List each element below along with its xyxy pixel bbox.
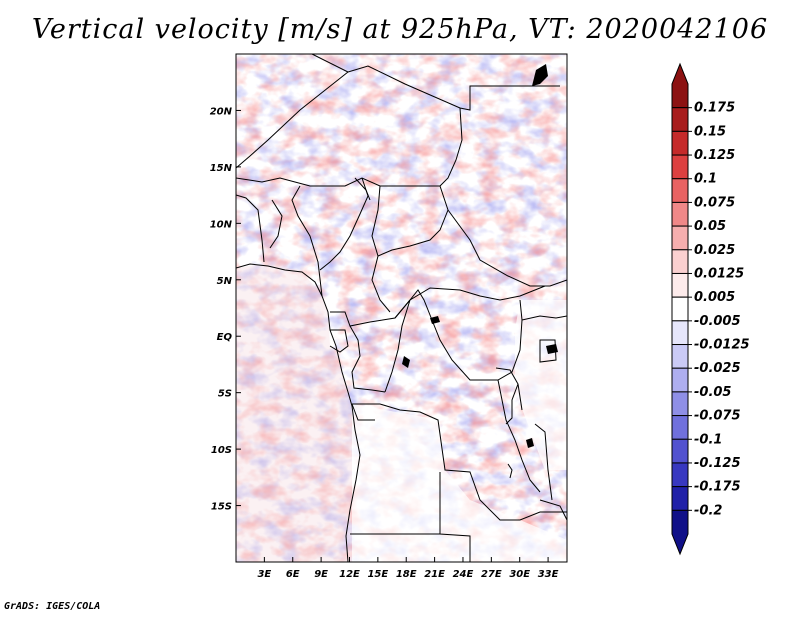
colorbar-label: -0.05	[694, 385, 731, 400]
colorbar-label: -0.125	[694, 456, 741, 471]
colorbar-label: 0.005	[694, 290, 735, 305]
lat-tick-label: 10N	[210, 219, 233, 230]
colorbar-segment	[671, 130, 689, 156]
lon-tick-label: 6E	[286, 569, 300, 580]
map-frame	[235, 53, 568, 563]
lat-tick-label: EQ	[217, 332, 233, 343]
lon-tick-label: 24E	[453, 569, 474, 580]
lat-tick-label: 15S	[211, 502, 232, 513]
latitude-axis: 20N 15N 10N 5N EQ 5S 10S 15S	[210, 106, 241, 513]
credit-label: GrADS: IGES/COLA	[4, 601, 101, 612]
colorbar-label: -0.2	[694, 503, 722, 518]
colorbar-label: -0.005	[694, 314, 741, 329]
colorbar-segment	[671, 486, 689, 511]
colorbar-segment	[671, 178, 689, 203]
colorbar-bottom-arrow	[671, 509, 689, 556]
colorbar-top-arrow	[671, 62, 689, 109]
colorbar-segment	[671, 107, 689, 132]
lon-tick-label: 27E	[481, 569, 502, 580]
longitude-axis: 3E 6E 9E 12E 15E 18E 21E 24E 27E 30E 33E	[257, 557, 559, 580]
colorbar-segment	[671, 201, 689, 227]
lat-tick-label: 5S	[218, 389, 232, 400]
colorbar-segment	[671, 154, 689, 180]
lat-tick-label: 5N	[217, 276, 233, 287]
lon-tick-label: 3E	[257, 569, 271, 580]
lat-tick-label: 20N	[210, 106, 233, 117]
chart-title: Vertical velocity [m/s] at 925hPa, VT: 2…	[31, 14, 769, 45]
colorbar-segment	[671, 344, 689, 369]
colorbar-label: 0.1	[694, 172, 717, 187]
colorbar-segment	[671, 225, 689, 251]
lon-tick-label: 18E	[396, 569, 417, 580]
lon-tick-label: 21E	[424, 569, 445, 580]
colorbar-label: 0.075	[694, 195, 735, 210]
colorbar-segment	[671, 391, 689, 417]
colorbar-label: 0.15	[694, 124, 726, 139]
lat-tick-label: 15N	[210, 163, 233, 174]
lon-tick-label: 9E	[314, 569, 328, 580]
colorbar-segment	[671, 249, 689, 274]
colorbar-segment	[671, 272, 689, 298]
colorbar-label: 0.025	[694, 243, 735, 258]
colorbar-label: 0.05	[694, 219, 726, 234]
lon-tick-label: 12E	[339, 569, 360, 580]
colorbar-segment	[671, 367, 689, 393]
colorbar-label: 0.175	[694, 101, 735, 116]
colorbar-segment	[671, 462, 689, 488]
colorbar-label: -0.025	[694, 361, 741, 376]
colorbar-label: 0.0125	[694, 266, 744, 281]
velocity-field	[236, 54, 567, 562]
colorbar-label: -0.175	[694, 480, 741, 495]
colorbar-label: -0.0125	[694, 338, 750, 353]
borders	[236, 54, 567, 562]
colorbar-label: 0.125	[694, 148, 735, 163]
lon-tick-label: 30E	[509, 569, 530, 580]
lon-tick-label: 15E	[367, 569, 388, 580]
colorbar: 0.175 0.15 0.125 0.1 0.075 0.05 0.025 0.0125 0.0…	[671, 62, 750, 556]
colorbar-segment	[671, 415, 689, 440]
colorbar-segment	[671, 438, 689, 464]
colorbar-label: -0.075	[694, 409, 741, 424]
colorbar-segment	[671, 296, 689, 322]
lon-tick-label: 33E	[538, 569, 559, 580]
lakes	[402, 64, 558, 448]
colorbar-segment	[671, 320, 689, 346]
lat-tick-label: 10S	[211, 445, 232, 456]
colorbar-label: -0.1	[694, 432, 722, 447]
